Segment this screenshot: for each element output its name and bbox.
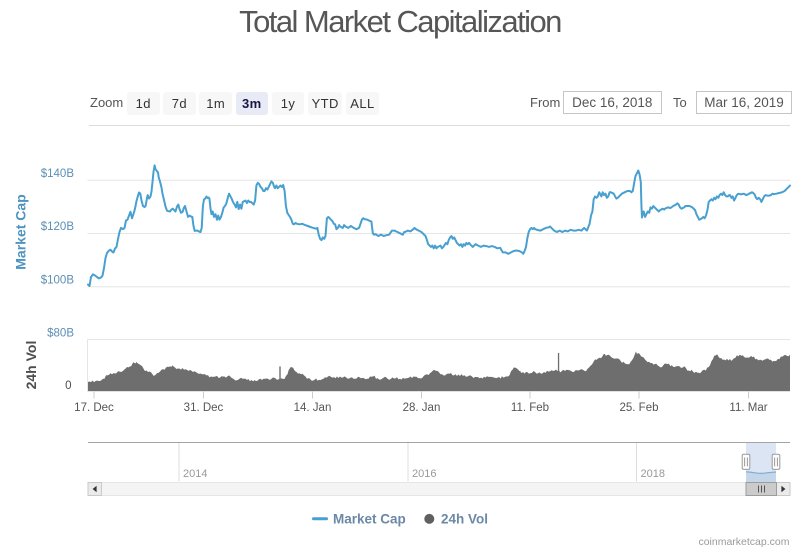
svg-text:0: 0	[65, 380, 71, 392]
svg-text:2014: 2014	[183, 468, 207, 480]
svg-text:$120B: $120B	[41, 221, 75, 233]
svg-text:2018: 2018	[641, 468, 665, 480]
svg-text:17. Dec: 17. Dec	[74, 402, 114, 414]
svg-text:11. Feb: 11. Feb	[511, 402, 549, 414]
svg-text:coinmarketcap.com: coinmarketcap.com	[698, 536, 789, 548]
svg-text:11. Mar: 11. Mar	[729, 402, 767, 414]
svg-text:$80B: $80B	[47, 328, 74, 340]
svg-text:$140B: $140B	[41, 168, 75, 180]
svg-text:24h Vol: 24h Vol	[23, 341, 39, 390]
svg-text:24h Vol: 24h Vol	[441, 512, 488, 527]
svg-text:$100B: $100B	[41, 274, 75, 286]
svg-text:28. Jan: 28. Jan	[403, 402, 441, 414]
svg-text:2016: 2016	[412, 468, 436, 480]
svg-text:Market Cap: Market Cap	[13, 194, 29, 269]
svg-text:31. Dec: 31. Dec	[184, 402, 224, 414]
svg-text:14. Jan: 14. Jan	[294, 402, 332, 414]
svg-text:25. Feb: 25. Feb	[620, 402, 659, 414]
svg-text:Market Cap: Market Cap	[333, 512, 406, 527]
